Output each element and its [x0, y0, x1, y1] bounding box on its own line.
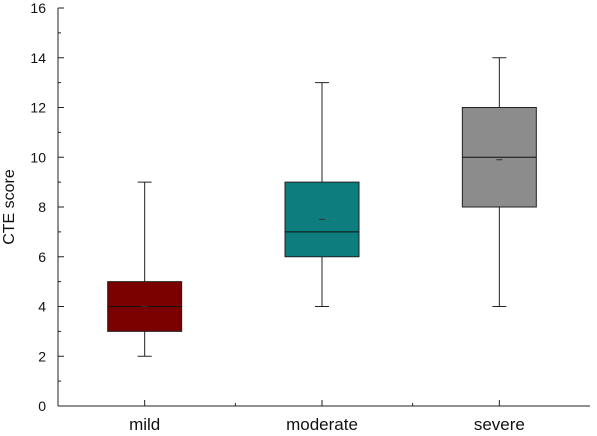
y-tick-label: 6 [38, 249, 46, 265]
y-tick-label: 8 [38, 199, 46, 215]
y-tick-label: 12 [30, 100, 46, 116]
axes: 0 2 4 6 8 10 12 14 16 mild moderate severe [30, 0, 590, 434]
y-tick-label: 0 [38, 398, 46, 414]
y-tick-label: 2 [38, 348, 46, 364]
x-tick-label-moderate: moderate [286, 415, 358, 434]
box-mild [107, 181, 183, 357]
y-tick-label: 14 [30, 50, 46, 66]
y-axis-title: CTE score [1, 169, 18, 245]
x-tick-label-severe: severe [474, 415, 525, 434]
x-tick-label-mild: mild [129, 415, 160, 434]
box-moderate [284, 82, 360, 307]
y-tick-label: 4 [38, 299, 46, 315]
boxes [107, 57, 537, 357]
box-severe [461, 57, 537, 307]
y-tick-label: 10 [30, 149, 46, 165]
y-tick-label: 16 [30, 0, 46, 16]
